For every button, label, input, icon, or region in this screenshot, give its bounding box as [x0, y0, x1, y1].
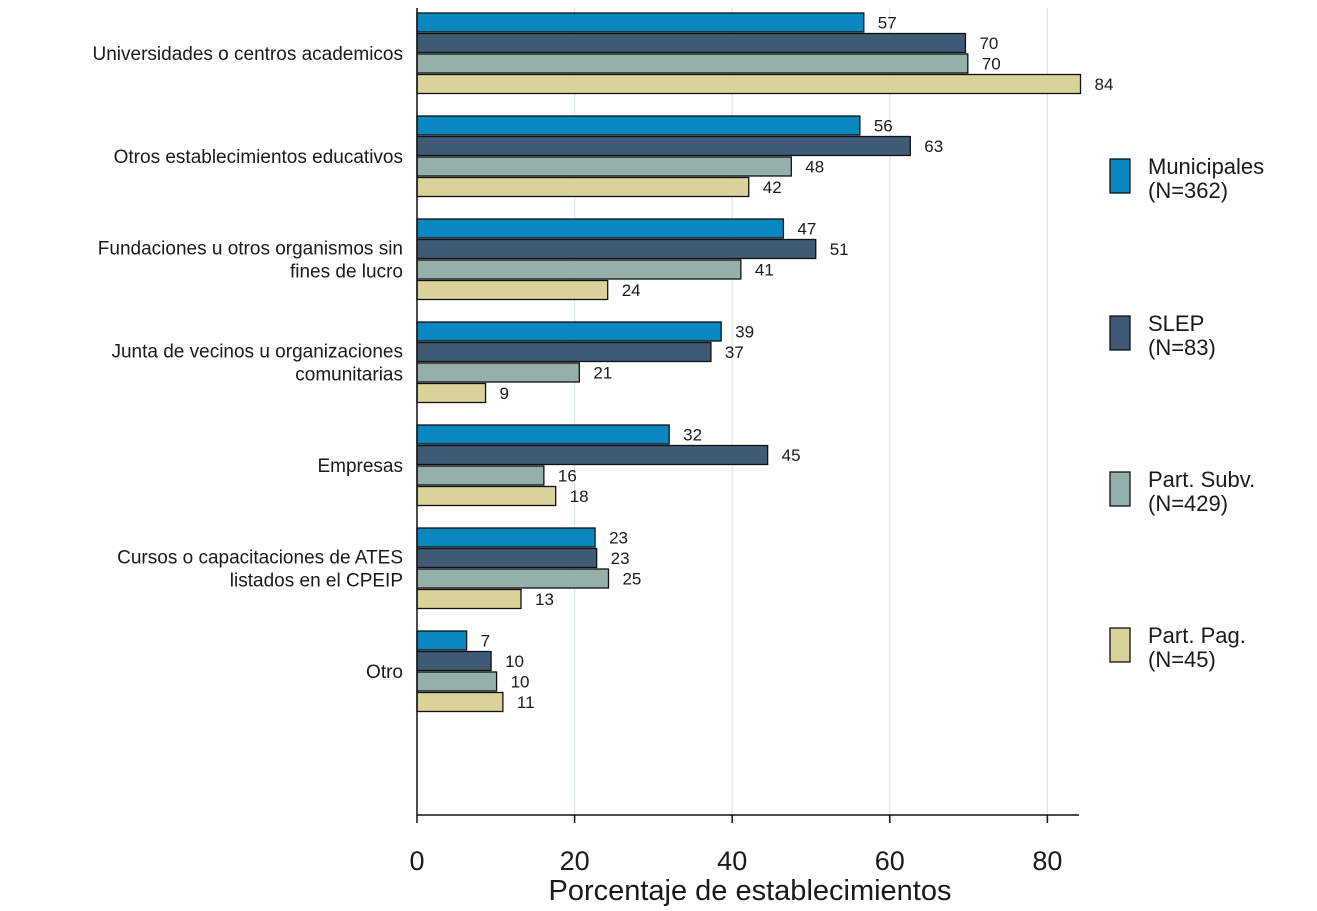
category-labels: Universidades o centros academicos Otros …: [93, 44, 404, 683]
x-tick-labels: 0 20 40 60 80: [409, 846, 1062, 876]
bar: [416, 485, 557, 507]
legend-label: SLEP (N=83): [1148, 311, 1216, 360]
data-label: 11: [517, 693, 535, 712]
category-label: Fundaciones u otros organismos sin fines …: [98, 239, 403, 283]
bar: [416, 259, 742, 280]
bar: [416, 630, 468, 651]
data-label: 10: [511, 672, 530, 691]
bar: [416, 156, 792, 177]
bar: [416, 568, 610, 589]
category-label: Cursos o capacitaciones de ATES listados …: [117, 548, 403, 592]
legend-label: Part. Pag. (N=45): [1148, 623, 1246, 672]
data-label: 24: [622, 281, 641, 300]
bar: [416, 218, 785, 239]
data-label: 23: [609, 528, 628, 547]
data-label: 21: [593, 363, 612, 382]
bar: [416, 279, 609, 301]
data-label: 9: [500, 384, 509, 403]
legend-swatch: [1109, 627, 1131, 663]
data-label: 32: [683, 425, 702, 444]
data-label: 25: [622, 569, 641, 588]
data-label: 7: [481, 631, 490, 650]
x-tick-label: 60: [875, 846, 905, 876]
data-label: 70: [982, 54, 1001, 73]
x-tick-label: 80: [1032, 846, 1062, 876]
bar: [416, 588, 522, 610]
bar: [416, 650, 492, 672]
x-tick-label: 20: [560, 846, 590, 876]
x-tick-label: 40: [717, 846, 747, 876]
data-label: 51: [830, 240, 849, 259]
data-label: 39: [735, 322, 754, 341]
data-label: 42: [763, 178, 782, 197]
axes: [416, 8, 1079, 823]
bar: [416, 115, 861, 136]
x-tick-label: 0: [409, 846, 424, 876]
bars: [416, 12, 1082, 713]
bar: [416, 12, 865, 33]
category-label: Junta de vecinos u organizaciones comunit…: [111, 342, 403, 386]
data-label: 37: [725, 343, 744, 362]
legend-label: Municipales (N=362): [1148, 154, 1264, 203]
legend-label: Part. Subv. (N=429): [1148, 467, 1255, 516]
bar: [416, 444, 769, 466]
bar: [416, 671, 498, 692]
data-label: 57: [878, 13, 897, 32]
bar: [416, 382, 487, 404]
bar: [416, 73, 1082, 95]
data-label: 23: [611, 549, 630, 568]
bar: [416, 238, 817, 260]
legend: Municipales (N=362) SLEP (N=83) Part. Subv.(…: [1109, 154, 1264, 672]
data-label: 18: [570, 487, 589, 506]
bar: [416, 362, 580, 383]
data-label: 48: [805, 157, 824, 176]
bar: [416, 691, 504, 713]
data-label: 56: [874, 116, 893, 135]
data-label: 13: [535, 590, 554, 609]
category-label: Universidades o centros academicos: [93, 44, 404, 65]
bar: [416, 527, 596, 548]
bar: [416, 53, 969, 74]
category-label: Otros establecimientos educativos: [114, 147, 403, 168]
bar: [416, 135, 911, 157]
category-label: Empresas: [317, 456, 403, 477]
bar: [416, 424, 670, 445]
data-label: 45: [782, 446, 801, 465]
bar: [416, 176, 750, 198]
bar: [416, 465, 545, 486]
bar: [416, 547, 598, 569]
legend-swatch: [1109, 471, 1131, 507]
data-label: 63: [924, 137, 943, 156]
legend-swatch: [1109, 158, 1131, 194]
bar: [416, 32, 967, 54]
x-axis-title: Porcentaje de establecimientos: [548, 875, 951, 907]
bar: [416, 341, 712, 363]
data-label: 41: [755, 260, 774, 279]
data-label: 47: [797, 219, 816, 238]
legend-swatch: [1109, 315, 1131, 351]
data-label: 10: [505, 652, 524, 671]
bar: [416, 321, 722, 342]
data-label: 16: [558, 466, 577, 485]
category-label: Otro: [366, 662, 403, 683]
data-label: 84: [1094, 75, 1113, 94]
data-label: 70: [979, 34, 998, 53]
